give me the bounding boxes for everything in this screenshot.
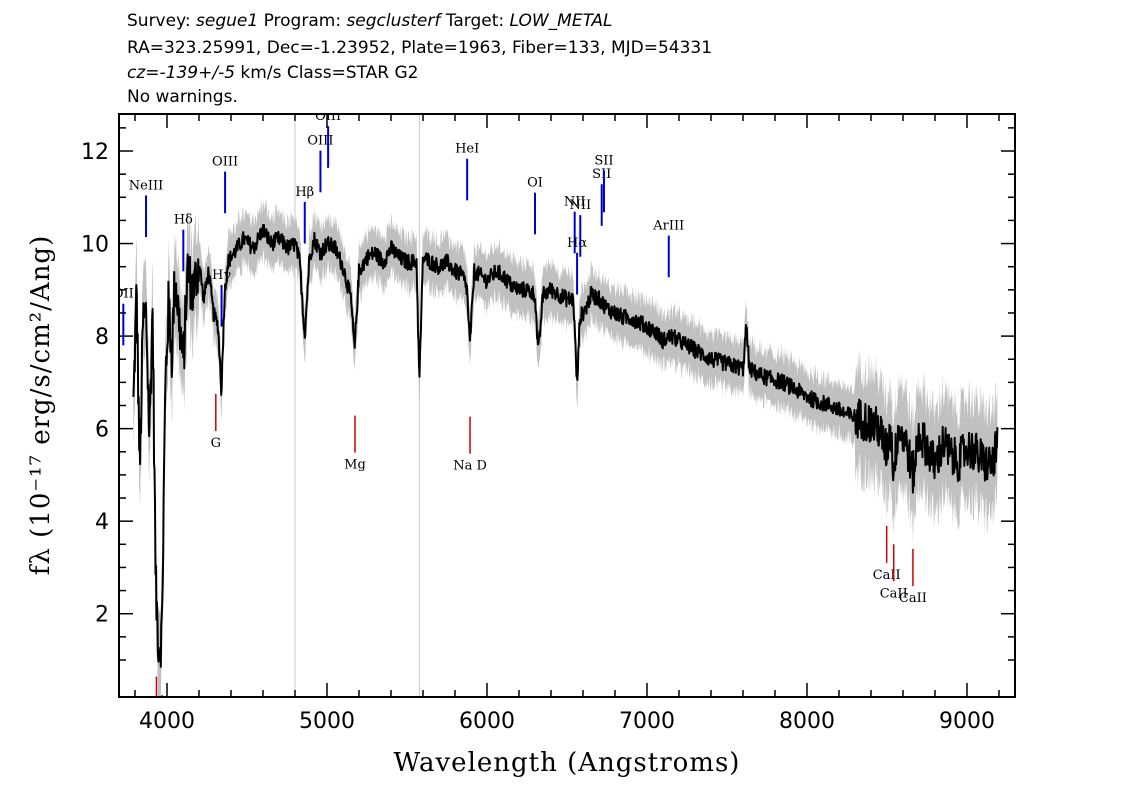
emission-line-label: HeI: [455, 142, 479, 157]
emission-line-label: OI: [527, 176, 543, 191]
flux-series: [132, 224, 999, 668]
emission-line-label: SII: [592, 167, 611, 182]
spectral-line-markers: OII NeIII Hδ Hγ OIII Hβ OIII OIII HeI OI NII Hα NII S…: [113, 109, 927, 752]
program-label: Program:: [258, 11, 347, 31]
emission-line-label: SII: [594, 154, 613, 169]
program-value: segclusterf: [346, 11, 441, 31]
x-tick-label: 9000: [939, 709, 995, 734]
absorption-line-label: H: [156, 737, 167, 752]
emission-line-label: NeIII: [129, 178, 163, 193]
y-tick-label: 6: [95, 418, 109, 443]
absorption-line-label: CaII: [880, 586, 908, 601]
x-tick-label: 4000: [139, 709, 195, 734]
survey-value: segue1: [196, 11, 259, 31]
emission-line-label: Hγ: [212, 268, 231, 283]
axes: [118, 113, 1016, 698]
sky-lines: [294, 114, 420, 697]
emission-line-label: Hβ: [295, 185, 314, 200]
survey-label: Survey:: [127, 11, 197, 31]
emission-line-label: NII: [564, 195, 586, 210]
emission-line-label: OIII: [212, 155, 238, 170]
absorption-line-label: G: [211, 436, 221, 451]
x-tick-label: 6000: [459, 709, 515, 734]
x-tick-label: 8000: [779, 709, 835, 734]
x-axis-title: Wavelength (Angstroms): [394, 748, 741, 778]
tick-labels: 4000 5000 6000 7000 8000 9000 2 4 6 8 10 12: [81, 140, 995, 734]
error-band: [133, 197, 998, 697]
class-text: km/s Class=STAR G2: [235, 63, 419, 83]
y-tick-label: 2: [95, 603, 109, 628]
y-tick-label: 4: [95, 510, 109, 535]
y-tick-label: 12: [81, 140, 109, 165]
absorption-line-label: CaII: [873, 568, 901, 583]
header-line-4: No warnings.: [127, 87, 238, 107]
redshift-value: cz=-139+/-5: [127, 63, 236, 83]
target-value: LOW_METAL: [509, 11, 613, 31]
header-line-2: RA=323.25991, Dec=-1.23952, Plate=1963, …: [127, 38, 713, 58]
emission-line-label: OIII: [315, 109, 341, 124]
y-axis-title: fλ (10⁻¹⁷ erg/s/cm²/Ang): [26, 235, 56, 575]
error-band-area: [133, 197, 998, 697]
emission-line-label: Hα: [567, 236, 587, 251]
x-tick-label: 7000: [619, 709, 675, 734]
header-line-1: Survey: segue1 Program: segclusterf Targ…: [127, 10, 613, 32]
y-tick-label: 10: [81, 233, 109, 258]
absorption-line-label: Na D: [453, 459, 487, 474]
emission-line-label: OIII: [307, 134, 333, 149]
emission-line-label: NII: [569, 198, 591, 213]
absorption-line-label: CaII: [899, 591, 927, 606]
header-line-3: cz=-139+/-5 km/s Class=STAR G2: [127, 62, 419, 84]
x-tick-label: 5000: [299, 709, 355, 734]
emission-line-label: OII: [113, 287, 134, 302]
flux-line: [132, 224, 999, 668]
y-tick-label: 8: [95, 325, 109, 350]
target-label: Target:: [440, 11, 510, 31]
absorption-line-label: Mg: [344, 458, 366, 473]
emission-line-label: ArIII: [652, 219, 684, 234]
emission-line-label: Hδ: [174, 213, 193, 228]
